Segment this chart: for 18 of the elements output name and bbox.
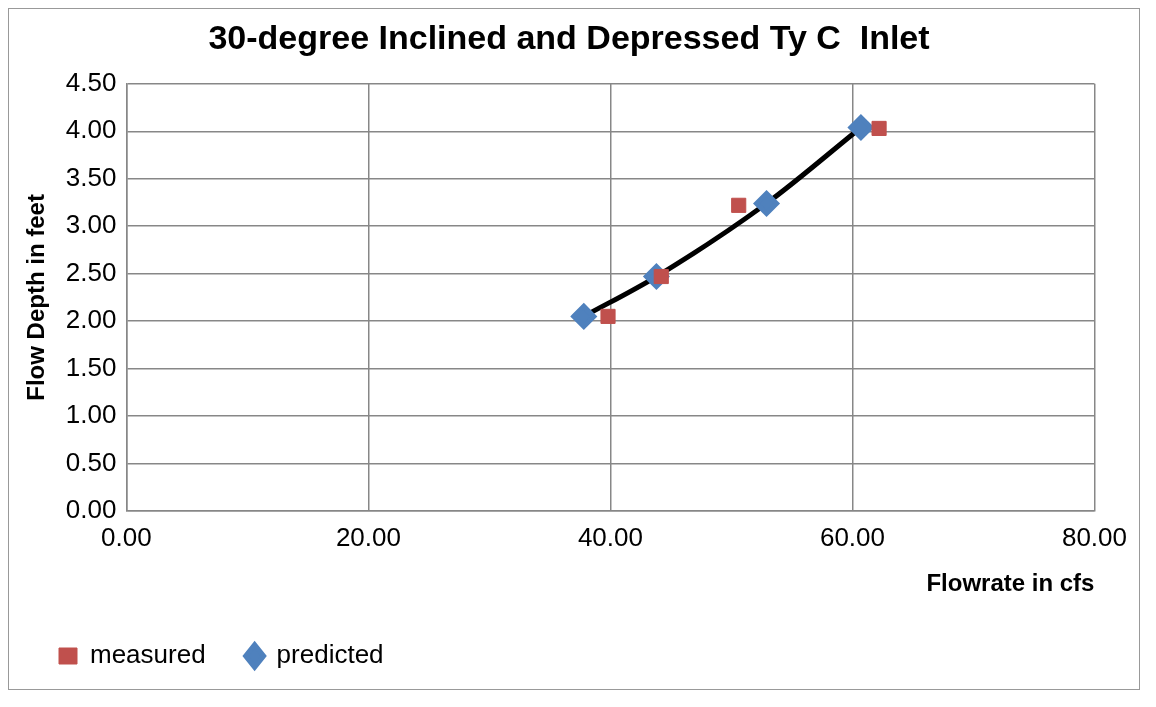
y-tick-label: 4.50: [65, 66, 117, 97]
y-tick-label: 2.50: [65, 256, 117, 287]
y-tick-label: 4.00: [65, 114, 117, 145]
x-tick-label: 20.00: [335, 521, 401, 552]
y-tick-label: 1.50: [65, 351, 117, 382]
x-tick-label: 80.00: [1061, 521, 1128, 552]
y-axis-title: Flow Depth in feet: [22, 194, 50, 401]
x-axis-title: Flowrate in cfs: [926, 569, 1095, 597]
x-tick-label: 40.00: [577, 521, 643, 552]
y-tick-label: 1.00: [65, 399, 117, 430]
y-tick-label: 3.00: [65, 209, 117, 240]
y-tick-label: 0.50: [65, 446, 117, 477]
legend-label: measured: [90, 639, 206, 670]
x-tick-label: 60.00: [819, 521, 885, 552]
y-tick-label: 2.00: [65, 304, 117, 335]
y-tick-label: 3.50: [65, 161, 117, 192]
chart-title: 30-degree Inclined and Depressed Ty C Inlet: [208, 17, 930, 56]
legend-label: predicted: [276, 639, 384, 670]
